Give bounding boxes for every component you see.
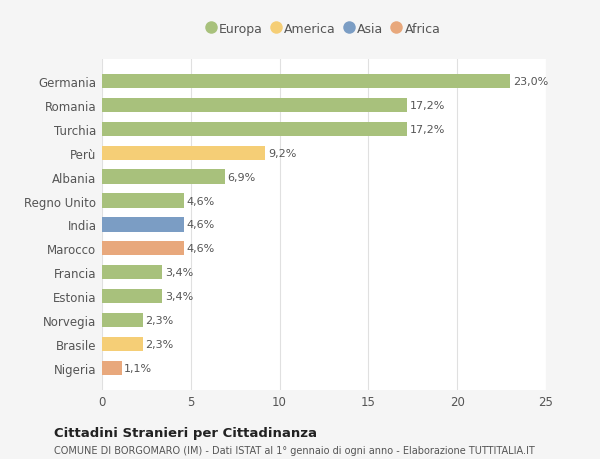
- Text: 2,3%: 2,3%: [146, 315, 174, 325]
- Bar: [102, 265, 163, 280]
- Text: 4,6%: 4,6%: [187, 244, 215, 254]
- Bar: [102, 99, 407, 113]
- Text: 17,2%: 17,2%: [410, 101, 446, 111]
- Text: 3,4%: 3,4%: [165, 291, 193, 302]
- Bar: [102, 361, 122, 375]
- Text: 9,2%: 9,2%: [268, 148, 296, 158]
- Text: COMUNE DI BORGOMARO (IM) - Dati ISTAT al 1° gennaio di ogni anno - Elaborazione : COMUNE DI BORGOMARO (IM) - Dati ISTAT al…: [54, 445, 535, 455]
- Text: 3,4%: 3,4%: [165, 268, 193, 278]
- Bar: [102, 75, 511, 89]
- Bar: [102, 123, 407, 137]
- Bar: [102, 337, 143, 351]
- Text: 6,9%: 6,9%: [227, 172, 256, 182]
- Text: 4,6%: 4,6%: [187, 220, 215, 230]
- Bar: [102, 194, 184, 208]
- Bar: [102, 170, 224, 185]
- Text: 1,1%: 1,1%: [124, 363, 152, 373]
- Bar: [102, 241, 184, 256]
- Text: 17,2%: 17,2%: [410, 124, 446, 134]
- Text: 4,6%: 4,6%: [187, 196, 215, 206]
- Bar: [102, 289, 163, 303]
- Legend: Europa, America, Asia, Africa: Europa, America, Asia, Africa: [208, 23, 440, 36]
- Text: Cittadini Stranieri per Cittadinanza: Cittadini Stranieri per Cittadinanza: [54, 426, 317, 439]
- Bar: [102, 313, 143, 327]
- Bar: [102, 146, 265, 161]
- Bar: [102, 218, 184, 232]
- Text: 23,0%: 23,0%: [513, 77, 548, 87]
- Text: 2,3%: 2,3%: [146, 339, 174, 349]
